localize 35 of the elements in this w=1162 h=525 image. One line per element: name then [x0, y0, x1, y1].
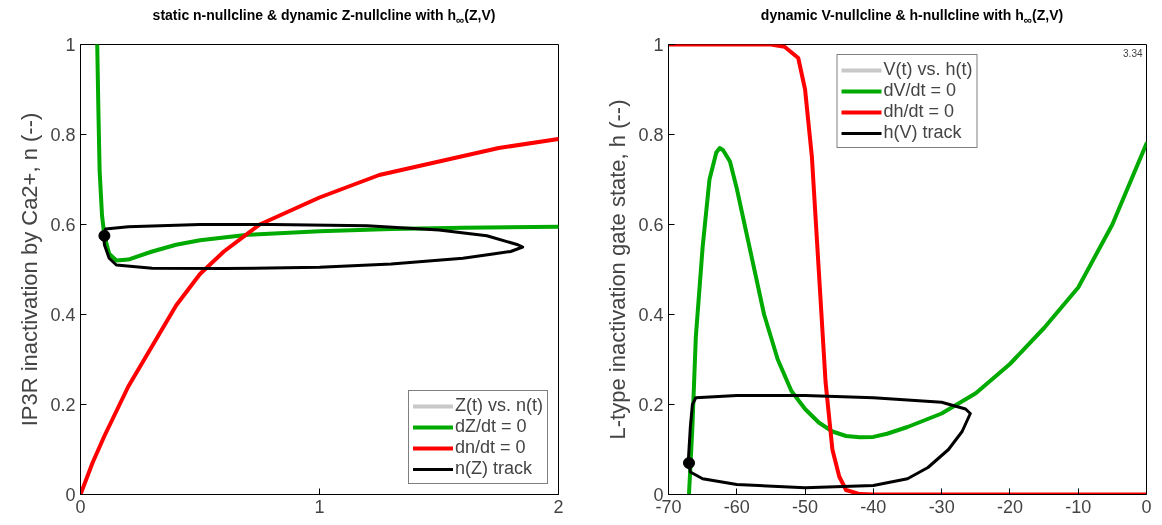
y-axis-title: L-type inactivation gate state, h (--)	[605, 99, 631, 440]
y-tick-label: 0.8	[638, 125, 664, 145]
y-tick-label: 0.4	[638, 305, 664, 325]
legend-label: dn/dt = 0	[455, 437, 526, 458]
y-tick-label: 0.6	[638, 215, 664, 235]
x-tick-label: -60	[723, 496, 750, 517]
y-tick-label: 0.2	[50, 395, 76, 415]
x-tick-label: -10	[1065, 496, 1092, 517]
y-tick-label: 0.2	[638, 395, 664, 415]
y-tick-label: 0.6	[50, 215, 76, 235]
line-series	[668, 44, 1147, 495]
annotation: 3.34	[1123, 47, 1143, 59]
x-tick-label: 0	[1141, 496, 1152, 517]
legend-label: dV/dt = 0	[883, 80, 957, 101]
line-series	[686, 141, 1147, 495]
y-tick-label: 1	[653, 35, 664, 55]
legend-label: h(V) track	[883, 122, 962, 143]
legend-label: n(Z) track	[455, 458, 533, 479]
legend-label: Z(t) vs. n(t)	[455, 395, 543, 416]
x-tick-label: -40	[860, 496, 887, 517]
y-tick-label: 0.4	[50, 305, 76, 325]
x-tick-label: -30	[928, 496, 955, 517]
y-tick-label: 0.8	[50, 125, 76, 145]
y-axis-title: IP3R inactivation by Ca2+, n (--)	[17, 112, 43, 427]
x-tick-label: -50	[792, 496, 819, 517]
y-tick-label: 1	[65, 35, 76, 55]
legend-label: dh/dt = 0	[883, 101, 955, 122]
x-tick-label: 1	[314, 496, 325, 517]
line-series	[95, 44, 559, 263]
chart-title: static n-nullcline & dynamic Z-nullcline with h$_{∞}$(Z,V)	[151, 6, 497, 28]
x-tick-label: 2	[553, 496, 564, 517]
chart-title: dynamic V-nullcline & h-nullcline with h$_{∞}$(Z,V)	[759, 6, 1065, 28]
x-tick-label: -20	[996, 496, 1023, 517]
legend-label: V(t) vs. h(t)	[883, 59, 973, 80]
legend-label: dZ/dt = 0	[455, 416, 527, 437]
